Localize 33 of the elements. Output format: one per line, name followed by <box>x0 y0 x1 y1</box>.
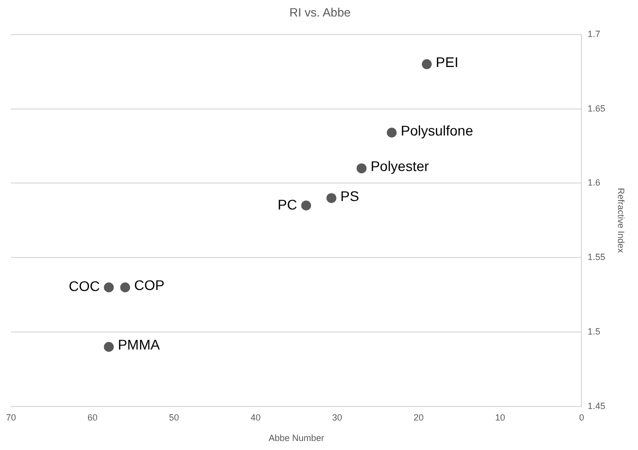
annotation: PEI <box>436 54 458 70</box>
y-axis-title: Refractive Index <box>616 188 626 254</box>
x-tick-label: 60 <box>88 412 98 422</box>
point <box>326 193 336 204</box>
annotation: PMMA <box>118 336 160 353</box>
x-tick-label: 30 <box>332 412 342 422</box>
annotation: Polyester <box>370 158 430 174</box>
annotation: COC <box>68 278 100 294</box>
x-tick-label: 70 <box>6 412 16 422</box>
y-tick-label: 1.6 <box>588 178 600 188</box>
y-tick-label: 1.7 <box>588 28 600 39</box>
y-tick-label: 1.45 <box>588 400 606 411</box>
y-tick-label: 1.55 <box>588 252 606 262</box>
annotation: Polysulfone <box>400 122 474 138</box>
x-tick-label: 50 <box>169 412 180 422</box>
y-tick-label: 1.5 <box>588 326 600 336</box>
y-tick-label: 1.65 <box>588 103 606 114</box>
point <box>356 163 367 174</box>
point <box>104 342 114 352</box>
x-axis-title: Abbe Number <box>268 433 324 444</box>
x-tick-label: 0 <box>579 412 584 422</box>
x-tick-label: 40 <box>250 412 261 422</box>
point <box>386 128 397 138</box>
point <box>301 200 312 211</box>
annotation: COP <box>134 277 164 294</box>
annotation: PC <box>278 196 298 212</box>
chart-title: RI vs. Abbe <box>289 6 352 20</box>
point <box>104 282 114 292</box>
annotation: PS <box>340 188 360 204</box>
point <box>120 282 130 292</box>
point <box>422 59 432 70</box>
x-tick-label: 20 <box>414 412 424 422</box>
x-tick-label: 10 <box>495 412 506 422</box>
